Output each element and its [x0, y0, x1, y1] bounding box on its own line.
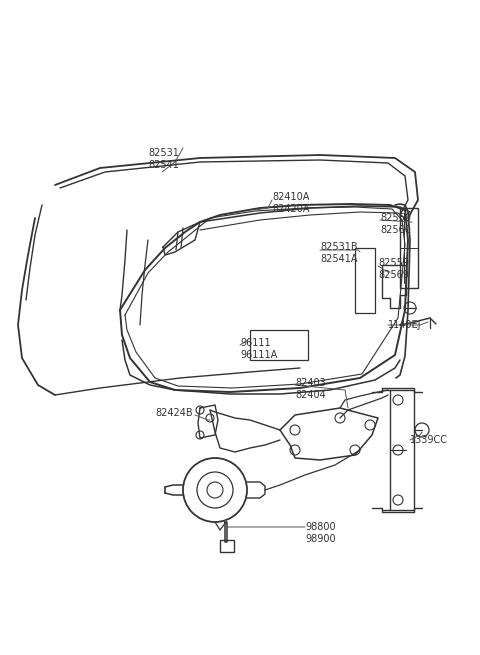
Text: 82531
82541: 82531 82541 — [148, 148, 179, 170]
Text: 82559
82569: 82559 82569 — [378, 258, 409, 280]
Text: 82410A
82420A: 82410A 82420A — [272, 192, 310, 214]
Text: 82550
82560: 82550 82560 — [380, 213, 411, 234]
Text: 96111
96111A: 96111 96111A — [240, 338, 277, 360]
Text: 82403
82404: 82403 82404 — [295, 378, 326, 400]
Text: 1339CC: 1339CC — [410, 435, 448, 445]
Bar — [250, 330, 308, 360]
Text: 1140EJ: 1140EJ — [388, 320, 421, 330]
Bar — [355, 248, 375, 313]
Text: 82424B: 82424B — [155, 408, 192, 418]
Text: 82531B
82541A: 82531B 82541A — [320, 242, 358, 263]
Bar — [220, 540, 234, 552]
Bar — [400, 208, 418, 288]
Text: 98800
98900: 98800 98900 — [305, 522, 336, 544]
